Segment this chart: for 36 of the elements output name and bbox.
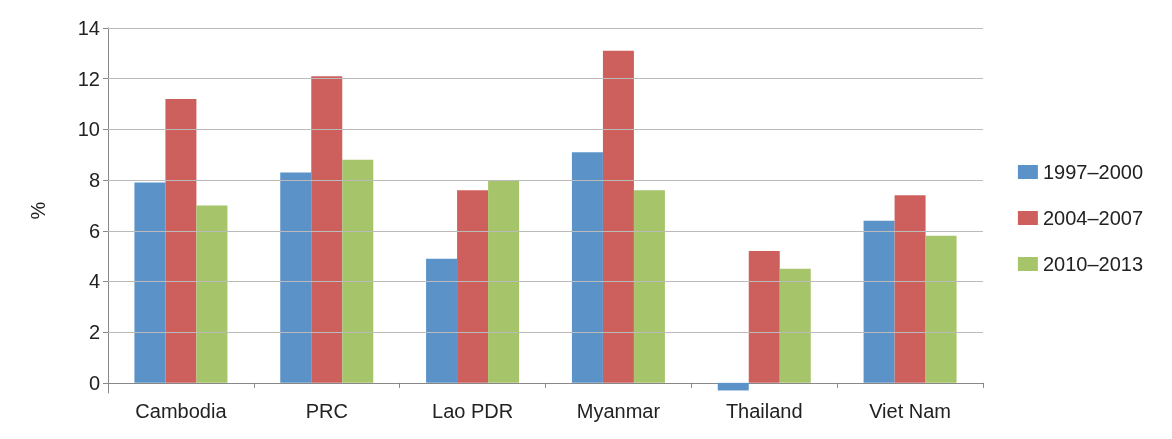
y-tick-label: 12 [77, 67, 100, 90]
y-tick-label: 0 [88, 371, 100, 394]
bar [311, 76, 343, 383]
bar [196, 205, 228, 383]
x-tick-label: Thailand [725, 400, 803, 422]
bar [134, 182, 166, 383]
y-axis-title: % [27, 201, 49, 220]
y-tick-label: 14 [77, 17, 100, 39]
bar [280, 172, 312, 383]
bar [602, 50, 634, 383]
x-tick-label: Viet Nam [869, 400, 952, 422]
y-tick-label: 8 [88, 169, 100, 192]
legend-label: 1997–2000 [1042, 161, 1143, 183]
bar [488, 180, 520, 383]
x-tick-label: Myanmar [576, 400, 661, 422]
y-tick-label: 6 [88, 219, 100, 242]
bar [457, 190, 489, 383]
bar [863, 220, 895, 383]
legend-label: 2010–2013 [1042, 253, 1143, 275]
bar [894, 195, 926, 383]
bar [748, 251, 780, 383]
bar [633, 190, 665, 383]
bar [342, 159, 374, 383]
y-tick-label: 10 [77, 118, 100, 141]
bar [925, 235, 957, 383]
bar [571, 152, 603, 383]
y-tick-label: 4 [88, 270, 100, 293]
bar [779, 268, 811, 383]
bar [717, 382, 749, 391]
y-tick-label: 2 [88, 321, 100, 344]
x-tick-label: PRC [305, 400, 348, 422]
x-tick-label: Lao PDR [432, 400, 514, 422]
bar [165, 98, 197, 383]
legend-label: 2004–2007 [1042, 207, 1143, 229]
bar [426, 258, 458, 383]
x-tick-label: Cambodia [135, 400, 228, 422]
